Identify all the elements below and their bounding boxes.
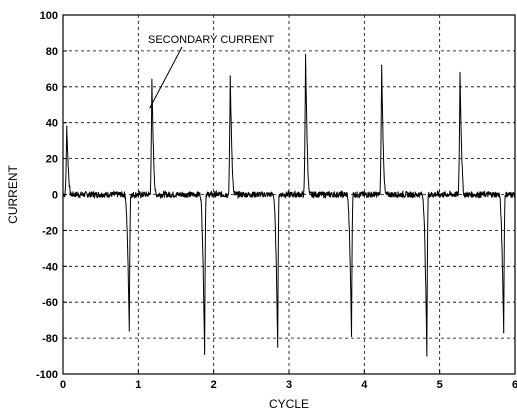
spike-peak-point (128, 330, 130, 332)
annotation-arrow (149, 46, 183, 109)
x-tick-label: 3 (286, 379, 292, 391)
spike-peak-point (459, 71, 461, 74)
x-tick-label: 1 (135, 379, 141, 391)
plot-border (62, 14, 516, 375)
x-tick-label: 5 (437, 379, 443, 391)
spike-peak-point (204, 353, 206, 355)
spike-peak-point (229, 75, 231, 77)
annotation-layer: SECONDARY CURRENT (148, 34, 274, 109)
spike-peak-point (503, 332, 505, 334)
spike-peak-point (350, 335, 353, 337)
y-axis-label: CURRENT (6, 165, 20, 224)
y-tick-label: 20 (46, 154, 58, 166)
x-tick-label: 6 (512, 379, 517, 391)
tick-labels: 0 1 2 3 4 5 6 -100 -80 -60 -40 -20 0 20 40 60 80 100 (36, 10, 517, 391)
spike-peak-point (151, 80, 153, 83)
y-tick-label: 40 (46, 118, 58, 130)
annotation-label: SECONDARY CURRENT (148, 34, 274, 46)
x-tick-label: 4 (361, 379, 368, 391)
x-tick-label: 0 (60, 379, 66, 391)
plot-frame (62, 14, 516, 375)
y-tick-label: 0 (52, 190, 58, 202)
x-axis-label: CYCLE (269, 397, 309, 411)
spike-peak-point (277, 346, 279, 348)
secondary-current-line (62, 54, 516, 357)
y-tick-label: 60 (46, 82, 58, 94)
y-tick-label: -40 (42, 261, 58, 273)
y-tick-label: -20 (42, 225, 58, 237)
y-tick-label: -100 (36, 369, 58, 381)
y-tick-label: 80 (46, 46, 58, 58)
y-tick-label: 100 (40, 10, 58, 22)
spike-peak-point (381, 64, 383, 66)
series-layer (62, 53, 516, 357)
spike-peak-point (304, 53, 307, 56)
spike-peak-point (426, 355, 428, 357)
x-tick-label: 2 (211, 379, 217, 391)
spike-peak-point (66, 125, 68, 127)
y-tick-label: -60 (42, 297, 58, 309)
y-tick-label: -80 (42, 333, 58, 345)
